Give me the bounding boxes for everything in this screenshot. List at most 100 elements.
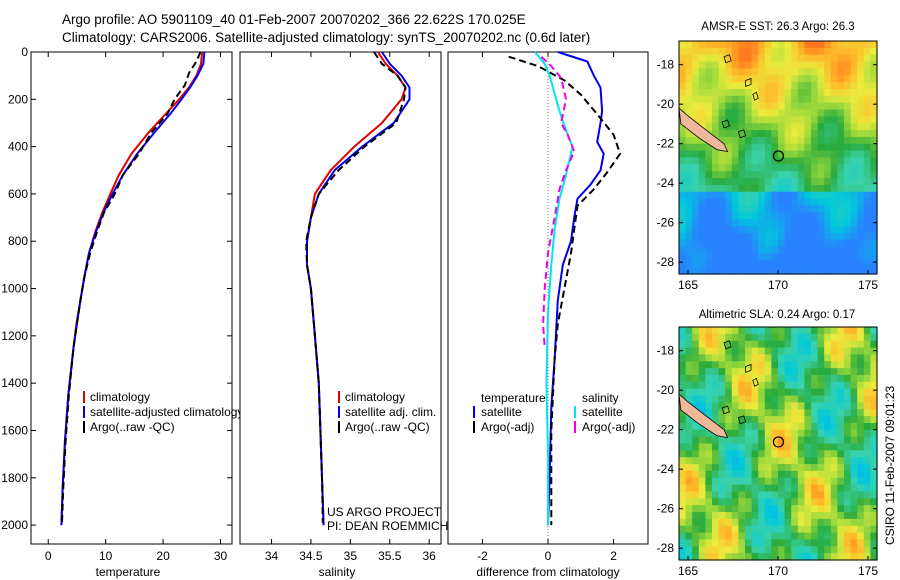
field-cell bbox=[751, 395, 759, 403]
field-cell bbox=[857, 219, 865, 227]
field-cell bbox=[692, 47, 700, 56]
field-cell bbox=[725, 402, 733, 410]
field-cell bbox=[731, 327, 739, 335]
field-cell bbox=[758, 54, 766, 63]
field-cell bbox=[745, 184, 753, 193]
field-cell bbox=[837, 246, 845, 255]
field-cell bbox=[712, 491, 720, 499]
field-cell bbox=[725, 388, 733, 397]
field-cell bbox=[850, 491, 858, 499]
field-cell bbox=[784, 205, 792, 213]
field-cell bbox=[857, 347, 865, 356]
field-cell bbox=[705, 41, 713, 49]
field-cell bbox=[725, 416, 733, 424]
island-outline bbox=[752, 91, 759, 101]
field-cell bbox=[797, 539, 805, 547]
field-cell bbox=[830, 429, 838, 438]
field-cell bbox=[797, 232, 805, 241]
field-cell bbox=[771, 347, 779, 356]
field-cell bbox=[758, 422, 766, 431]
field-cell bbox=[745, 374, 753, 383]
field-cell bbox=[692, 354, 700, 362]
field-cell bbox=[685, 205, 693, 213]
field-cell bbox=[857, 130, 865, 138]
x-tick-label: 170 bbox=[768, 278, 788, 292]
field-cell bbox=[817, 150, 825, 159]
field-cell bbox=[804, 54, 812, 63]
field-cell bbox=[870, 54, 878, 63]
field-cell bbox=[870, 102, 878, 111]
series-argo-raw-qc-line bbox=[305, 51, 407, 523]
field-cell bbox=[725, 333, 733, 342]
y-tick-label: -26 bbox=[657, 216, 675, 230]
field-cell bbox=[751, 219, 759, 227]
legend-label-argo: Argo(..raw -QC) bbox=[345, 420, 430, 434]
field-cell bbox=[758, 539, 766, 547]
field-cell bbox=[745, 143, 753, 152]
field-cell bbox=[731, 109, 739, 117]
field-cell bbox=[731, 253, 739, 261]
field-cell bbox=[764, 178, 772, 186]
field-cell bbox=[692, 436, 700, 445]
field-cell bbox=[817, 546, 825, 554]
field-cell bbox=[738, 532, 746, 541]
field-cell bbox=[764, 198, 772, 207]
field-cell bbox=[705, 395, 713, 403]
field-cell bbox=[830, 512, 838, 520]
field-cell bbox=[738, 402, 746, 410]
field-cell bbox=[824, 374, 832, 383]
field-cell bbox=[837, 361, 845, 369]
y-tick-label: 1200 bbox=[1, 329, 28, 343]
field-cell bbox=[778, 361, 786, 369]
field-cell bbox=[811, 347, 819, 356]
field-cell bbox=[863, 505, 871, 513]
field-cell bbox=[837, 205, 845, 213]
field-cell bbox=[797, 333, 805, 342]
field-cell bbox=[824, 395, 832, 403]
field-cell bbox=[758, 260, 766, 268]
field-cell bbox=[844, 484, 852, 493]
field-cell bbox=[764, 333, 772, 342]
field-cell bbox=[797, 239, 805, 248]
field-cell bbox=[870, 518, 878, 527]
field-cell bbox=[685, 443, 693, 451]
field-cell bbox=[844, 219, 852, 227]
field-cell bbox=[771, 191, 779, 200]
field-cell bbox=[824, 178, 832, 186]
field-cell bbox=[698, 232, 706, 241]
field-cell bbox=[731, 422, 739, 431]
field-cell bbox=[679, 246, 687, 255]
field-cell bbox=[837, 525, 845, 534]
field-cell bbox=[771, 253, 779, 261]
field-cell bbox=[718, 219, 726, 227]
field-cell bbox=[778, 171, 786, 179]
field-cell bbox=[830, 82, 838, 90]
field-cell bbox=[857, 553, 865, 561]
field-cell bbox=[791, 505, 799, 513]
field-cell bbox=[731, 436, 739, 445]
field-cell bbox=[784, 143, 792, 152]
field-cell bbox=[863, 518, 871, 527]
field-cell bbox=[811, 443, 819, 451]
field-cell bbox=[817, 68, 825, 76]
field-cell bbox=[745, 41, 753, 49]
field-cell bbox=[771, 340, 779, 349]
field-cell bbox=[837, 88, 845, 97]
field-cell bbox=[850, 361, 858, 369]
field-cell bbox=[870, 184, 878, 193]
field-cell bbox=[698, 239, 706, 248]
field-cell bbox=[784, 178, 792, 186]
field-cell bbox=[718, 381, 726, 390]
field-cell bbox=[797, 184, 805, 193]
series-salinity-argo-adj-line bbox=[540, 55, 576, 348]
field-cell bbox=[784, 41, 792, 49]
field-cell bbox=[844, 95, 852, 104]
field-cell bbox=[685, 340, 693, 349]
field-cell bbox=[784, 464, 792, 472]
field-cell bbox=[718, 409, 726, 417]
field-cell bbox=[850, 374, 858, 383]
field-cell bbox=[811, 539, 819, 547]
field-cell bbox=[804, 246, 812, 255]
field-cell bbox=[731, 402, 739, 410]
field-cell bbox=[731, 505, 739, 513]
